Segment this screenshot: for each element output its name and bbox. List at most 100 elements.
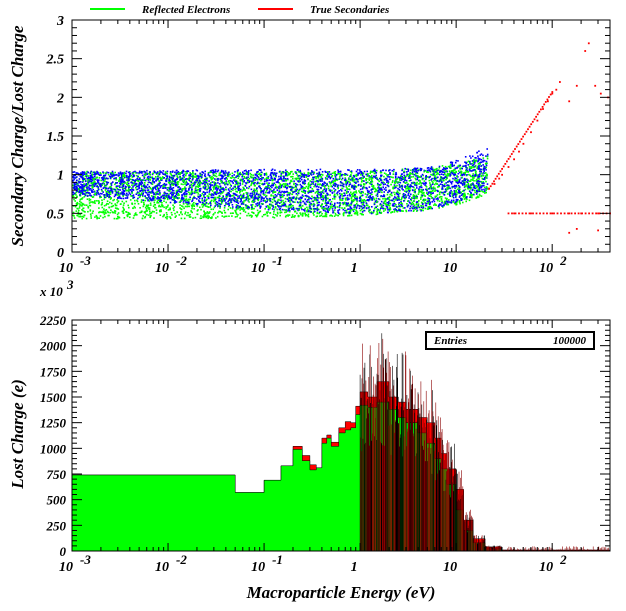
blue-point xyxy=(266,179,269,182)
blue-point xyxy=(100,174,102,176)
reflected-point xyxy=(228,180,230,182)
reflected-point xyxy=(239,192,241,194)
blue-point xyxy=(465,197,468,199)
blue-point xyxy=(161,172,164,174)
reflected-point xyxy=(98,201,100,203)
blue-point xyxy=(152,187,155,189)
blue-point xyxy=(444,167,447,170)
reflected-point xyxy=(291,200,294,203)
blue-point xyxy=(482,160,484,163)
reflected-point xyxy=(110,202,113,205)
blue-point xyxy=(450,189,452,192)
blue-point xyxy=(188,187,190,190)
reflected-point xyxy=(155,209,158,211)
blue-point xyxy=(81,172,84,175)
reflected-point xyxy=(410,169,412,172)
blue-point xyxy=(79,194,81,196)
reflected-point xyxy=(295,207,297,210)
reflected-point xyxy=(446,186,448,189)
reflected-point xyxy=(287,178,289,181)
reflected-point xyxy=(378,180,380,183)
reflected-point xyxy=(472,161,475,164)
blue-point xyxy=(457,191,460,194)
reflected-point xyxy=(334,171,337,173)
blue-point xyxy=(228,195,231,197)
blue-point xyxy=(238,185,240,188)
reflected-point xyxy=(113,217,116,220)
reflected-point xyxy=(482,190,484,193)
reflected-point xyxy=(116,213,119,216)
blue-point xyxy=(177,171,180,173)
reflected-point xyxy=(402,207,405,209)
blue-point xyxy=(377,186,380,188)
reflected-point xyxy=(269,206,271,209)
blue-point xyxy=(366,189,369,192)
reflected-point xyxy=(167,177,169,180)
reflected-point xyxy=(376,190,379,192)
blue-point xyxy=(250,169,252,172)
blue-point xyxy=(414,169,416,171)
blue-point xyxy=(153,171,156,174)
blue-point xyxy=(462,165,465,167)
blue-point xyxy=(404,185,406,187)
blue-point xyxy=(231,180,234,183)
reflected-point xyxy=(233,193,235,196)
blue-point xyxy=(449,195,451,197)
blue-point xyxy=(219,189,221,191)
blue-point xyxy=(151,190,154,192)
reflected-point xyxy=(246,214,248,217)
blue-point xyxy=(269,185,272,188)
reflected-point xyxy=(159,198,162,201)
reflected-point xyxy=(250,216,253,218)
reflected-point xyxy=(363,199,366,201)
reflected-point xyxy=(327,171,329,173)
blue-point xyxy=(486,153,489,156)
reflected-point xyxy=(252,174,254,176)
blue-point xyxy=(418,206,420,209)
blue-point xyxy=(477,157,480,159)
reflected-point xyxy=(187,212,189,214)
blue-point xyxy=(346,204,349,207)
blue-point xyxy=(391,204,394,207)
blue-point xyxy=(260,171,263,173)
blue-point xyxy=(437,205,440,208)
reflected-point xyxy=(199,181,201,184)
blue-point xyxy=(157,196,159,198)
reflected-point xyxy=(350,174,352,176)
blue-point xyxy=(287,199,290,202)
reflected-point xyxy=(365,179,367,182)
blue-point xyxy=(454,201,457,204)
reflected-point xyxy=(453,171,456,174)
blue-point xyxy=(278,208,281,210)
blue-point xyxy=(304,174,307,176)
reflected-point xyxy=(282,199,284,202)
reflected-point xyxy=(163,200,165,202)
blue-point xyxy=(449,175,451,177)
reflected-point xyxy=(252,181,255,183)
blue-point xyxy=(381,182,384,184)
reflected-point xyxy=(477,195,479,198)
blue-point xyxy=(320,187,322,189)
blue-point xyxy=(321,191,324,193)
blue-point xyxy=(266,200,268,203)
blue-point xyxy=(449,187,451,190)
blue-point xyxy=(451,164,454,166)
blue-point xyxy=(198,199,200,202)
reflected-point xyxy=(330,200,333,203)
blue-point xyxy=(448,193,451,196)
blue-point xyxy=(181,198,184,200)
blue-point xyxy=(482,167,485,170)
blue-point xyxy=(256,187,258,190)
blue-point xyxy=(78,173,80,175)
reflected-point xyxy=(87,181,89,183)
reflected-point xyxy=(220,200,223,202)
blue-point xyxy=(164,184,167,187)
reflected-point xyxy=(376,176,378,179)
reflected-point xyxy=(255,188,258,191)
reflected-point xyxy=(156,183,159,186)
blue-point xyxy=(422,202,424,205)
blue-point xyxy=(156,171,159,173)
blue-point xyxy=(163,182,166,185)
reflected-point xyxy=(149,179,152,181)
blue-point xyxy=(334,176,337,178)
